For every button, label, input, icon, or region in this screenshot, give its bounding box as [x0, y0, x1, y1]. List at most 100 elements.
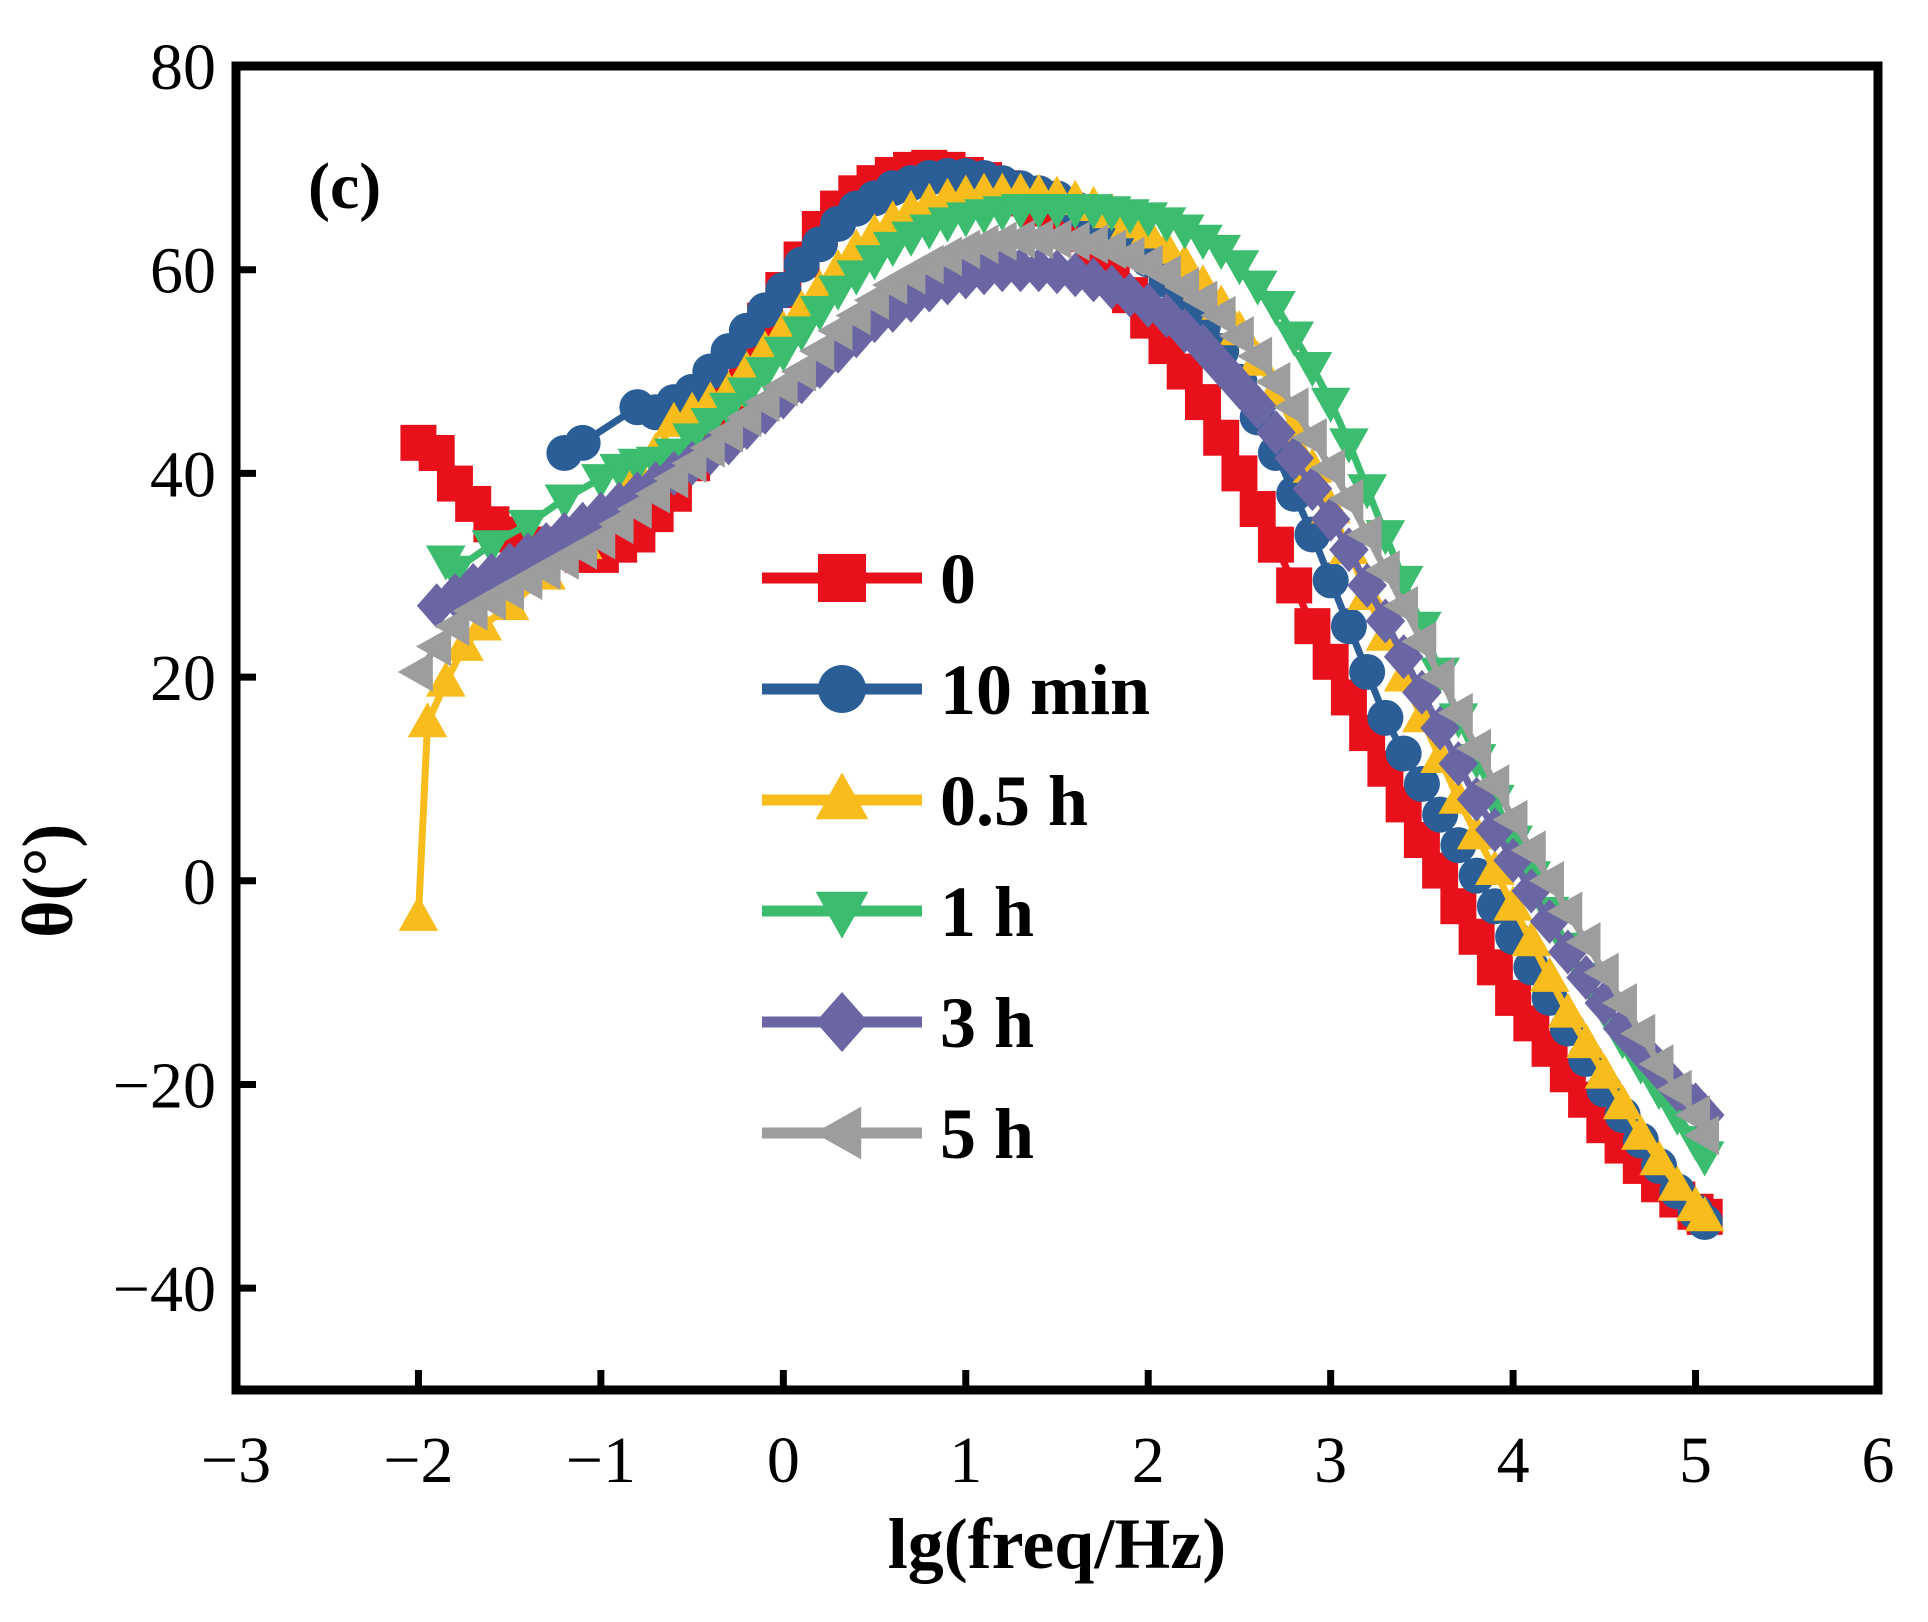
legend-marker	[818, 665, 866, 713]
data-point	[1312, 562, 1349, 599]
axis-layer: −3 −2 −1 0 1 2 3 4 5 6 −40 −20 0 20 40 60 80	[113, 31, 1895, 1497]
data-point	[1237, 384, 1278, 430]
data-point	[634, 473, 671, 514]
data-point	[1684, 1196, 1725, 1232]
legend-marker	[815, 992, 869, 1052]
data-point	[1621, 1114, 1661, 1150]
data-point	[727, 377, 767, 413]
data-point	[818, 328, 858, 374]
legend-item: 3 h	[762, 983, 1034, 1063]
y-tick-label: 60	[150, 235, 216, 308]
data-point	[763, 336, 804, 372]
data-point	[1036, 219, 1072, 259]
data-point	[1455, 728, 1492, 769]
data-point	[981, 221, 1017, 261]
data-point	[1346, 514, 1382, 555]
data-point	[398, 895, 439, 931]
data-point	[544, 484, 585, 520]
x-tick-label: −1	[566, 1424, 636, 1497]
data-point	[1547, 891, 1583, 932]
data-point	[1164, 214, 1205, 250]
data-point	[1638, 1044, 1674, 1084]
data-point	[818, 275, 858, 311]
data-point	[1601, 983, 1637, 1023]
data-point	[1276, 567, 1313, 604]
data-point	[397, 652, 433, 692]
data-point	[690, 408, 731, 444]
data-point	[418, 435, 455, 472]
data-point	[1475, 849, 1515, 885]
data-point	[1072, 224, 1108, 265]
data-point	[444, 625, 484, 661]
data-point	[765, 272, 802, 309]
data-point	[1018, 219, 1054, 259]
data-point	[1310, 496, 1351, 542]
data-point	[1419, 657, 1455, 697]
series-5	[397, 219, 1720, 1156]
data-point	[1401, 621, 1437, 662]
legend: 0 10 min 0.5 h 1 h 3 h 5 h	[762, 539, 1150, 1174]
x-tick-label: −2	[383, 1424, 453, 1497]
data-point	[1291, 417, 1327, 458]
legend-marker	[815, 891, 869, 939]
legend-label: 1 h	[940, 872, 1034, 952]
data-point	[1329, 428, 1369, 464]
data-point	[1584, 1053, 1625, 1089]
legend-label: 3 h	[940, 983, 1034, 1063]
data-point	[1583, 952, 1619, 993]
data-point	[1310, 387, 1351, 423]
x-tick-label: 3	[1314, 1424, 1347, 1497]
data-point	[1239, 491, 1276, 528]
data-point	[817, 311, 853, 351]
data-point	[891, 277, 931, 323]
data-point	[415, 626, 452, 667]
data-point	[653, 458, 689, 499]
data-point	[1292, 466, 1333, 512]
data-point	[1476, 949, 1513, 986]
data-point	[1382, 585, 1419, 626]
data-point	[762, 367, 798, 407]
data-point	[1237, 270, 1278, 306]
data-point	[726, 397, 762, 438]
data-point	[1566, 1023, 1606, 1059]
legend-label: 0	[940, 539, 976, 619]
data-point	[435, 573, 475, 619]
data-point	[1236, 336, 1273, 377]
legend-item: 5 h	[762, 1094, 1034, 1174]
x-tick-label: −3	[201, 1424, 271, 1497]
data-point	[1054, 221, 1090, 261]
y-tick-label: −40	[113, 1253, 216, 1326]
data-point	[1510, 830, 1546, 871]
data-point	[854, 298, 895, 344]
data-point	[707, 412, 743, 453]
data-point	[963, 224, 999, 265]
data-point	[1548, 992, 1588, 1028]
data-point	[1294, 608, 1331, 645]
series-layer	[397, 149, 1725, 1240]
data-point	[1440, 888, 1477, 925]
data-point	[580, 519, 616, 560]
data-point	[1309, 448, 1346, 489]
data-point	[1349, 653, 1386, 690]
data-point	[1528, 860, 1564, 901]
legend-item: 1 h	[762, 872, 1034, 952]
y-tick-label: 0	[183, 846, 216, 919]
data-point	[1385, 735, 1422, 772]
data-point	[1403, 766, 1440, 803]
data-point	[671, 443, 707, 483]
data-point	[1292, 352, 1333, 388]
y-tick-label: −20	[113, 1049, 216, 1122]
data-point	[1657, 1165, 1698, 1201]
data-point	[1458, 918, 1495, 955]
data-point	[1257, 526, 1294, 563]
x-tick-label: 5	[1679, 1424, 1712, 1497]
data-point	[799, 331, 835, 371]
data-point	[453, 562, 493, 608]
legend-label: 5 h	[940, 1094, 1034, 1174]
data-point	[1437, 692, 1473, 733]
data-point	[1565, 922, 1601, 962]
data-point	[598, 504, 634, 545]
data-point	[1620, 1013, 1656, 1054]
